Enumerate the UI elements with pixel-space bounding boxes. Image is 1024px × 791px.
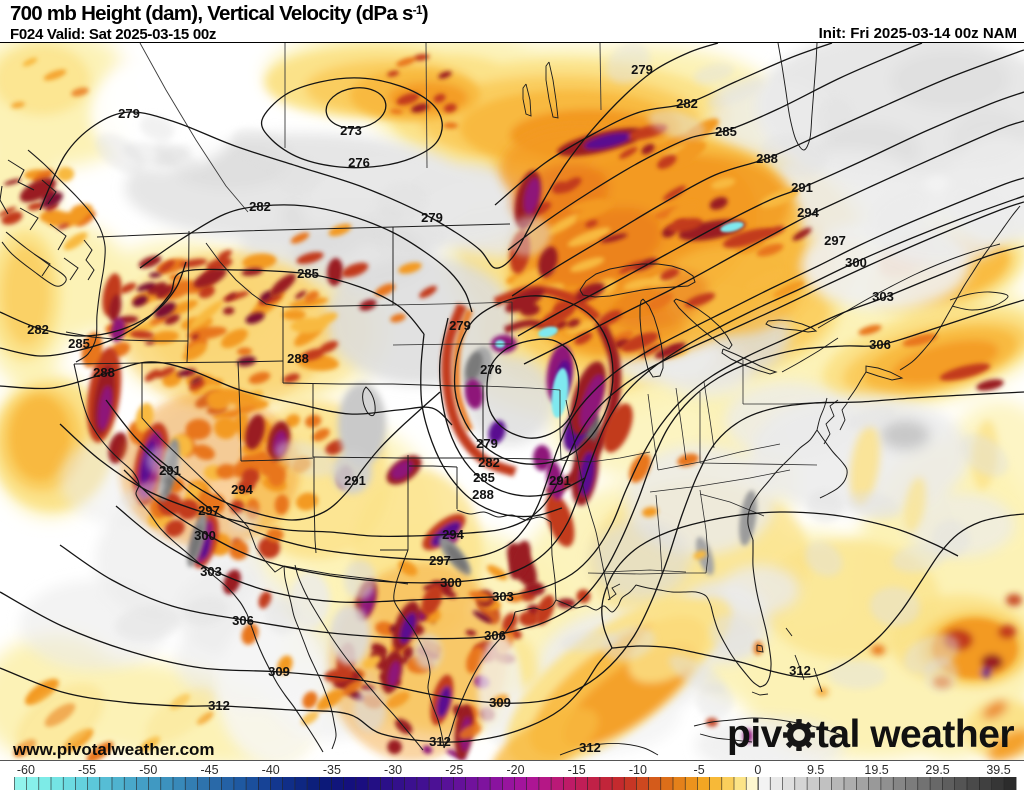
svg-text:285: 285 [715, 124, 737, 139]
svg-text:279: 279 [476, 436, 498, 451]
svg-text:288: 288 [287, 351, 309, 366]
svg-text:291: 291 [159, 463, 181, 478]
svg-text:312: 312 [579, 740, 601, 755]
svg-text:291: 291 [549, 473, 571, 488]
svg-text:-55: -55 [78, 763, 96, 777]
svg-text:297: 297 [429, 553, 451, 568]
svg-text:303: 303 [492, 589, 514, 604]
svg-text:285: 285 [297, 266, 319, 281]
svg-text:297: 297 [198, 503, 220, 518]
svg-text:306: 306 [869, 337, 891, 352]
svg-text:282: 282 [249, 199, 271, 214]
svg-text:276: 276 [348, 155, 370, 170]
svg-text:-30: -30 [384, 763, 402, 777]
svg-text:19.5: 19.5 [864, 763, 888, 777]
svg-text:273: 273 [340, 123, 362, 138]
svg-text:29.5: 29.5 [925, 763, 949, 777]
svg-text:303: 303 [200, 564, 222, 579]
svg-text:-5: -5 [694, 763, 705, 777]
svg-text:276: 276 [480, 362, 502, 377]
svg-text:306: 306 [232, 613, 254, 628]
svg-text:306: 306 [484, 628, 506, 643]
svg-text:309: 309 [489, 695, 511, 710]
svg-text:294: 294 [231, 482, 253, 497]
svg-text:288: 288 [756, 151, 778, 166]
svg-text:279: 279 [118, 106, 140, 121]
svg-text:-40: -40 [262, 763, 280, 777]
svg-text:291: 291 [344, 473, 366, 488]
svg-text:291: 291 [791, 180, 813, 195]
svg-text:9.5: 9.5 [807, 763, 824, 777]
svg-text:279: 279 [449, 318, 471, 333]
svg-text:303: 303 [872, 289, 894, 304]
svg-text:279: 279 [631, 62, 653, 77]
svg-text:300: 300 [845, 255, 867, 270]
svg-text:-25: -25 [445, 763, 463, 777]
svg-text:282: 282 [478, 455, 500, 470]
svg-text:-15: -15 [568, 763, 586, 777]
svg-text:285: 285 [473, 470, 495, 485]
svg-text:300: 300 [194, 528, 216, 543]
svg-text:297: 297 [824, 233, 846, 248]
svg-text:294: 294 [442, 527, 464, 542]
svg-text:-60: -60 [17, 763, 35, 777]
svg-text:300: 300 [440, 575, 462, 590]
svg-text:-45: -45 [200, 763, 218, 777]
svg-text:312: 312 [429, 734, 451, 749]
svg-text:0: 0 [754, 763, 761, 777]
svg-text:-20: -20 [506, 763, 524, 777]
svg-text:282: 282 [676, 96, 698, 111]
svg-text:39.5: 39.5 [986, 763, 1010, 777]
svg-text:282: 282 [27, 322, 49, 337]
svg-text:-35: -35 [323, 763, 341, 777]
svg-text:-50: -50 [139, 763, 157, 777]
svg-text:312: 312 [208, 698, 230, 713]
svg-text:-10: -10 [629, 763, 647, 777]
svg-text:288: 288 [93, 365, 115, 380]
svg-text:288: 288 [472, 487, 494, 502]
svg-text:312: 312 [789, 663, 811, 678]
svg-text:294: 294 [797, 205, 819, 220]
svg-text:279: 279 [421, 210, 443, 225]
svg-text:309: 309 [268, 664, 290, 679]
svg-text:285: 285 [68, 336, 90, 351]
